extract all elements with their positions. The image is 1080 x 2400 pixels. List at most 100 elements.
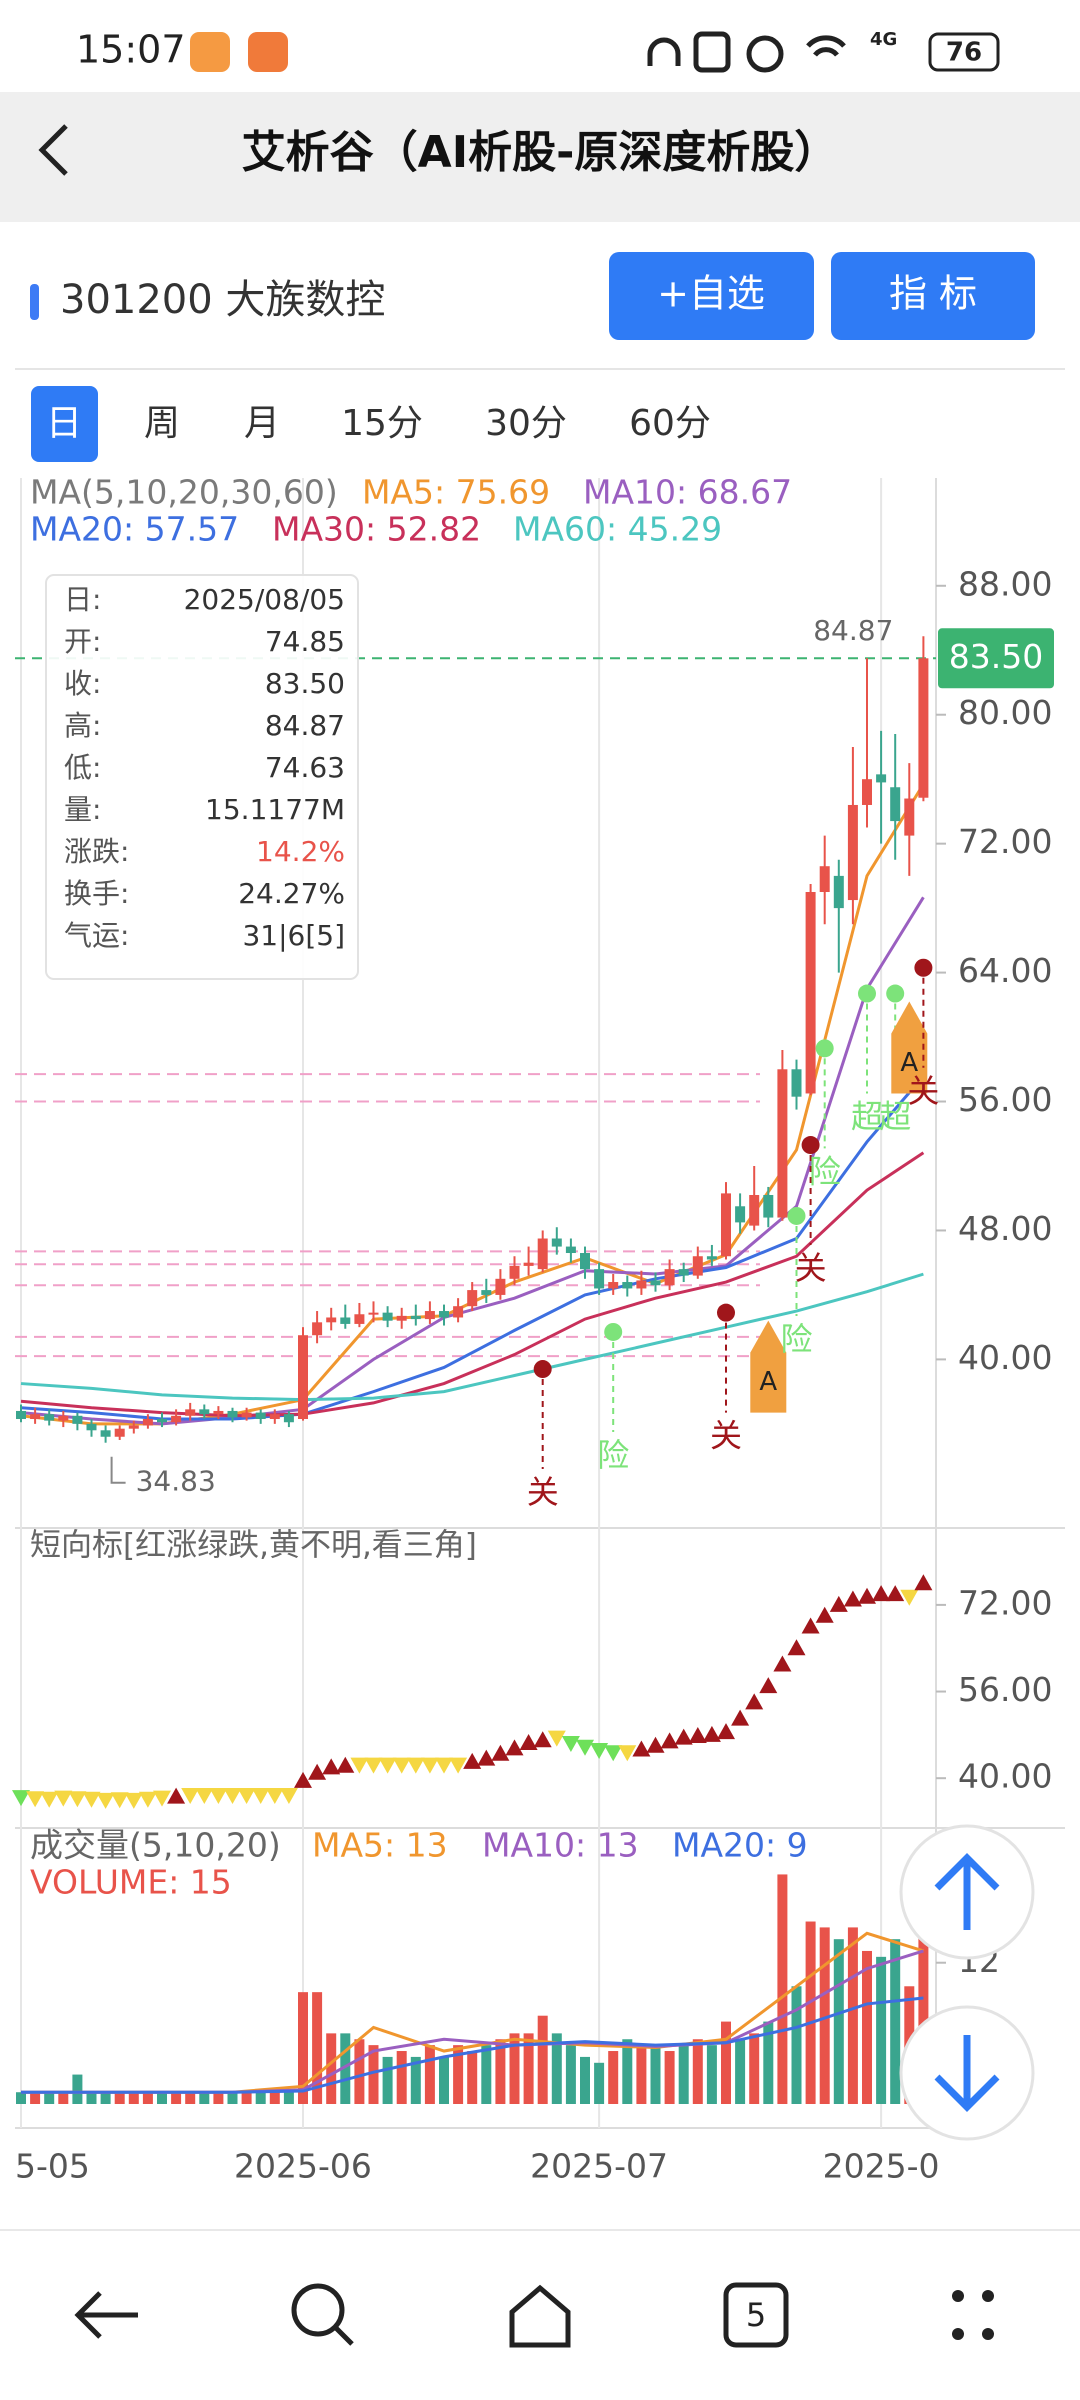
volume-bar [664, 2051, 675, 2104]
tab[interactable]: 15分 [341, 403, 423, 444]
back-button[interactable] [38, 124, 68, 176]
signal-dot [886, 984, 905, 1003]
candle-body [636, 1280, 647, 1289]
watchlist-button[interactable] [609, 252, 814, 340]
volume-bar [721, 2021, 731, 2104]
tab[interactable]: 周 [144, 403, 180, 444]
indicator-label[interactable]: 指 标 [889, 272, 977, 316]
tooltip [45, 574, 359, 980]
scroll-up-button[interactable] [899, 1824, 1035, 1960]
candle-body [749, 1194, 760, 1226]
volume-bar [805, 1921, 816, 2104]
tooltip-value: 15.1177M [205, 793, 345, 826]
candle-body [735, 1206, 746, 1223]
watchlist-label[interactable]: +自选 [657, 272, 765, 316]
x-tick-label: 2025-07 [530, 2147, 668, 2186]
signal-triangle [731, 1709, 750, 1726]
candle-body [495, 1278, 506, 1295]
volume-bar [142, 2092, 153, 2104]
nav-home[interactable] [509, 2284, 571, 2348]
x-tick-label: 2025-06 [234, 2147, 372, 2186]
volume-bar [241, 2092, 252, 2104]
signal-label: 险 [809, 1152, 841, 1190]
signal-triangle [392, 1757, 411, 1774]
signal-triangle [604, 1745, 623, 1762]
tooltip-label: 换手: [64, 877, 129, 910]
candle-body [650, 1280, 661, 1286]
signal-triangle [590, 1743, 609, 1760]
candle-body [551, 1238, 562, 1247]
candle-body [354, 1314, 365, 1324]
signal-dot [717, 1303, 735, 1322]
volume-bar [565, 2045, 576, 2104]
low-arrow [110, 1456, 126, 1484]
signal-triangle [420, 1757, 439, 1774]
legend-entry: MA10: 13 [482, 1826, 639, 1865]
signal-label: A [900, 1048, 918, 1078]
candle-body [396, 1315, 407, 1321]
candle-body [326, 1317, 337, 1323]
tooltip-label: 低: [64, 751, 101, 784]
candle-body [608, 1282, 619, 1289]
signal-triangle [68, 1791, 87, 1808]
nav-tabs[interactable] [723, 2282, 789, 2348]
nav-menu[interactable] [952, 2290, 994, 2340]
candle-body [904, 798, 915, 836]
volume-bar [368, 2045, 379, 2104]
nav-back[interactable] [74, 2291, 138, 2339]
signal-triangle [251, 1787, 270, 1804]
signal-box [750, 1320, 787, 1413]
panel-title: 短向标[红涨绿跌,黄不明,看三角] [30, 1528, 477, 1564]
signal-triangle [632, 1740, 651, 1757]
volume-bar [706, 2045, 717, 2104]
nav-search[interactable] [291, 2283, 345, 2337]
candle-body [664, 1269, 675, 1286]
tooltip-value: 84.87 [265, 709, 345, 742]
tab[interactable]: 60分 [629, 403, 711, 444]
signal-triangle [815, 1606, 834, 1623]
tab-selected[interactable] [31, 386, 98, 462]
network: 4G [870, 29, 897, 50]
candle-body [410, 1315, 421, 1320]
candle-body [791, 1069, 802, 1097]
volume-bar [495, 2039, 506, 2104]
candle-body [255, 1412, 266, 1420]
y-tick-label: 64.00 [958, 951, 1052, 990]
indicator-button[interactable] [831, 252, 1035, 340]
candle-body [86, 1423, 97, 1431]
volume-bar [58, 2092, 69, 2104]
signal-triangle [505, 1739, 524, 1756]
ma-line [20, 1151, 925, 1418]
signal-triangle [745, 1693, 764, 1710]
candle-body [368, 1312, 379, 1315]
scroll-down-button[interactable] [899, 2005, 1035, 2141]
candle-body [382, 1312, 393, 1321]
volume-bar [622, 2039, 633, 2104]
tab[interactable]: 日 [46, 403, 82, 444]
candle-body [580, 1253, 590, 1270]
candle-body [114, 1428, 125, 1437]
volume-bar [819, 1927, 830, 2104]
signal-triangle [717, 1723, 735, 1740]
signal-triangle [350, 1757, 369, 1774]
y-tick-label: 40.00 [958, 1338, 1052, 1377]
tab[interactable]: 月 [244, 403, 280, 444]
signal-dot [533, 1360, 552, 1379]
candle-body [453, 1306, 464, 1318]
signal-triangle [477, 1749, 496, 1766]
candle-body [340, 1317, 351, 1324]
candle-body [622, 1282, 633, 1289]
dot [982, 2290, 994, 2302]
volume-bar [410, 2056, 421, 2104]
app-icon [248, 32, 288, 72]
tooltip-label: 涨跌: [64, 835, 129, 868]
volume-bar [551, 2033, 562, 2104]
x-tick-label: 2025-0 [823, 2147, 940, 2186]
signal-triangle [900, 1589, 919, 1606]
candle-body [142, 1419, 153, 1426]
tab[interactable]: 30分 [485, 403, 567, 444]
candle-body [890, 787, 901, 822]
signal-triangle [279, 1787, 298, 1804]
volume-bar [580, 2056, 590, 2104]
